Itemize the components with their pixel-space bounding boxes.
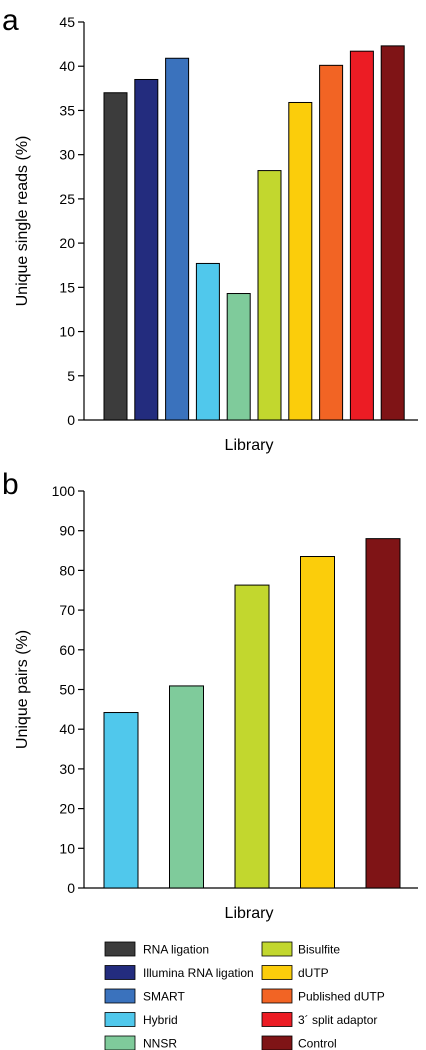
bar-hybrid bbox=[195, 262, 220, 421]
x-axis-title: Library bbox=[225, 905, 274, 922]
y-tick-label: 30 bbox=[59, 761, 75, 777]
bar-bisulfite bbox=[257, 170, 282, 421]
y-tick-label: 30 bbox=[59, 147, 75, 163]
bar-bisulfite bbox=[234, 584, 270, 889]
legend-swatch bbox=[104, 1012, 136, 1027]
panel-b-letter: b bbox=[2, 468, 19, 501]
y-tick-label: 25 bbox=[59, 191, 75, 207]
y-tick-label: 50 bbox=[59, 682, 75, 698]
legend-label: Illumina RNA ligation bbox=[143, 966, 254, 980]
legend-swatch bbox=[261, 965, 293, 980]
y-tick-label: 70 bbox=[59, 602, 75, 618]
legend-label: SMART bbox=[143, 990, 185, 1004]
legend-swatch bbox=[261, 941, 293, 957]
y-tick-label: 80 bbox=[59, 562, 75, 578]
y-tick-label: 10 bbox=[59, 324, 75, 340]
legend-label: Bisulfite bbox=[298, 943, 340, 957]
legend-swatch bbox=[261, 1012, 293, 1027]
bar-3-split-adaptor bbox=[349, 50, 374, 421]
panel-a-letter: a bbox=[2, 4, 19, 37]
bar-control bbox=[380, 45, 405, 421]
legend-label: Control bbox=[298, 1037, 337, 1050]
bar-nnsr bbox=[226, 293, 251, 421]
bar-nnsr bbox=[169, 685, 204, 889]
y-tick-label: 60 bbox=[59, 642, 75, 658]
y-tick-label: 15 bbox=[59, 279, 75, 295]
y-tick-label: 40 bbox=[59, 721, 75, 737]
panel-b: b 0 10 20 30 40 50 60 70 80 90 100 Library Unique pa… bbox=[2, 468, 418, 922]
y-tick-label: 5 bbox=[67, 368, 75, 384]
bar-dutp bbox=[300, 556, 335, 889]
bar-illumina-rna-ligation bbox=[134, 78, 159, 421]
y-tick-label: 45 bbox=[59, 14, 75, 30]
legend-swatch bbox=[104, 941, 136, 957]
y-tick-label: 20 bbox=[59, 801, 75, 817]
bar-dutp bbox=[288, 101, 313, 421]
legend-swatch bbox=[104, 988, 136, 1004]
panel-a: a 0 5 10 15 20 25 30 35 40 45 Library Unique single… bbox=[2, 4, 418, 454]
legend-label: NNSR bbox=[143, 1037, 177, 1050]
legend-label: Published dUTP bbox=[298, 990, 385, 1004]
y-tick-label: 0 bbox=[67, 412, 75, 428]
bar-rna-ligation bbox=[103, 92, 128, 421]
legend-label: 3´ split adaptor bbox=[298, 1013, 377, 1027]
legend: RNA ligation Illumina RNA ligation SMART Hy… bbox=[104, 941, 385, 1050]
bar-control bbox=[365, 538, 401, 889]
legend-swatch bbox=[261, 1035, 293, 1050]
y-axis-title: Unique single reads (%) bbox=[14, 136, 31, 307]
legend-swatch bbox=[104, 965, 136, 980]
bar-published-dutp bbox=[319, 64, 344, 421]
y-tick-label: 20 bbox=[59, 235, 75, 251]
bar-hybrid bbox=[103, 712, 139, 889]
y-tick-label: 40 bbox=[59, 58, 75, 74]
legend-label: RNA ligation bbox=[143, 943, 209, 957]
bar-smart bbox=[165, 57, 190, 421]
legend-label: Hybrid bbox=[143, 1013, 178, 1027]
legend-swatch bbox=[104, 1035, 136, 1050]
x-axis-title: Library bbox=[225, 437, 274, 454]
y-tick-label: 100 bbox=[52, 483, 76, 499]
y-tick-label: 0 bbox=[67, 880, 75, 896]
y-tick-label: 10 bbox=[59, 840, 75, 856]
y-tick-label: 35 bbox=[59, 102, 75, 118]
y-axis-title: Unique pairs (%) bbox=[14, 630, 31, 749]
legend-swatch bbox=[261, 988, 293, 1004]
y-tick-label: 90 bbox=[59, 523, 75, 539]
legend-label: dUTP bbox=[298, 966, 329, 980]
